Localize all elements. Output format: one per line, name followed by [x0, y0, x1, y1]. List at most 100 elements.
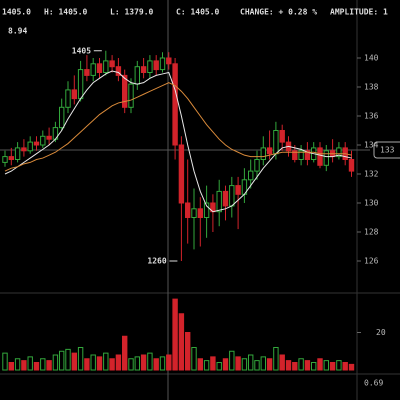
volume-bar	[21, 360, 27, 371]
candle-body	[96, 63, 103, 73]
volume-bar	[203, 360, 210, 371]
y-tick-label: 132	[364, 170, 379, 179]
candle-body	[292, 150, 298, 161]
candle-body	[178, 144, 185, 204]
candle-body	[348, 159, 355, 172]
candle-body	[266, 147, 273, 155]
volume-bar	[248, 354, 254, 371]
volume-bar	[96, 356, 103, 371]
volume-bar	[8, 362, 15, 371]
y-tick-label: 140	[364, 54, 379, 63]
candle-body	[304, 150, 311, 161]
indicator-label: 0.69	[364, 379, 383, 388]
candle-body	[140, 66, 147, 73]
volume-bar	[134, 356, 141, 371]
candle-body	[172, 63, 178, 146]
volume-bar	[298, 358, 304, 371]
volume-bar	[191, 347, 197, 371]
candle-body	[279, 130, 285, 143]
candle-body	[298, 150, 304, 161]
y-tick-label: 136	[364, 112, 379, 121]
volume-bar	[210, 356, 216, 371]
candle-body	[323, 150, 330, 166]
candle-body	[317, 147, 323, 166]
volume-bar	[235, 356, 241, 371]
volume-bar	[285, 360, 292, 371]
volume-bar	[216, 362, 222, 371]
annotation: 1405	[72, 46, 91, 55]
volume-bar	[260, 356, 267, 371]
volume-bar	[304, 360, 311, 371]
volume-bar	[140, 354, 147, 371]
y-tick-label: 130	[364, 199, 379, 208]
candle-body	[77, 69, 84, 100]
candle-body	[109, 60, 115, 68]
volume-bar	[115, 354, 122, 371]
candle-body	[166, 57, 172, 65]
corner-label: 8.94	[8, 27, 27, 36]
candle-body	[222, 190, 229, 207]
volume-bar	[122, 335, 128, 371]
volume-bar	[153, 358, 159, 371]
header-item: CHANGE: + 0.28 %	[240, 8, 317, 17]
volume-bar	[254, 360, 260, 371]
ma-line	[4, 70, 352, 213]
volume-bar	[77, 347, 84, 371]
volume-bar	[185, 332, 191, 371]
candle-body	[33, 141, 40, 146]
candle-body	[203, 202, 210, 218]
volume-bar	[222, 358, 229, 371]
volume-bar	[2, 352, 8, 371]
volume-bar	[178, 313, 185, 371]
volume-bar	[109, 358, 115, 371]
candle-body	[2, 156, 8, 163]
candle-body	[59, 106, 65, 129]
candle-body	[14, 147, 21, 160]
volume-tick-label: 20	[376, 328, 386, 337]
volume-bar	[279, 354, 285, 371]
candle-body	[229, 185, 235, 207]
candle-body	[216, 190, 222, 213]
candle-body	[128, 83, 134, 108]
candle-body	[235, 185, 241, 195]
volume-bar	[229, 350, 235, 371]
candle-body	[65, 89, 71, 108]
header-item: C: 1405.0	[176, 8, 220, 17]
candle-body	[40, 135, 46, 146]
volume-bar	[166, 354, 172, 371]
candle-body	[21, 147, 27, 152]
y-tick-label: 138	[364, 83, 379, 92]
candle-body	[8, 156, 15, 161]
volume-bar	[65, 348, 71, 371]
candle-body	[115, 66, 122, 76]
candle-body	[90, 63, 96, 76]
volume-bar	[292, 362, 298, 371]
candle-body	[153, 60, 159, 71]
volume-bar	[342, 362, 348, 371]
candle-body	[197, 208, 204, 219]
price-box	[373, 141, 400, 159]
volume-bar	[14, 358, 21, 371]
candle-body	[122, 74, 128, 108]
volume-bar	[128, 358, 134, 371]
volume-bar	[159, 356, 166, 371]
candle-body	[134, 66, 141, 85]
y-tick-label: 126	[364, 257, 379, 266]
volume-bar	[323, 360, 330, 371]
y-tick-label: 128	[364, 228, 379, 237]
header-item: AMPLITUDE: 1	[330, 8, 388, 17]
volume-bar	[266, 358, 273, 371]
volume-bar	[33, 362, 40, 371]
candle-body	[71, 89, 77, 100]
volume-bar	[46, 360, 52, 371]
header-item: L: 1379.0	[110, 8, 154, 17]
candle-body	[147, 60, 153, 74]
y-tick-label: 134	[364, 141, 379, 150]
candle-body	[159, 57, 166, 71]
volume-bar	[197, 358, 204, 371]
volume-bar	[59, 350, 65, 371]
volume-bar	[273, 347, 279, 371]
volume-bar	[103, 352, 109, 371]
header-item: 1405.0	[2, 8, 31, 17]
